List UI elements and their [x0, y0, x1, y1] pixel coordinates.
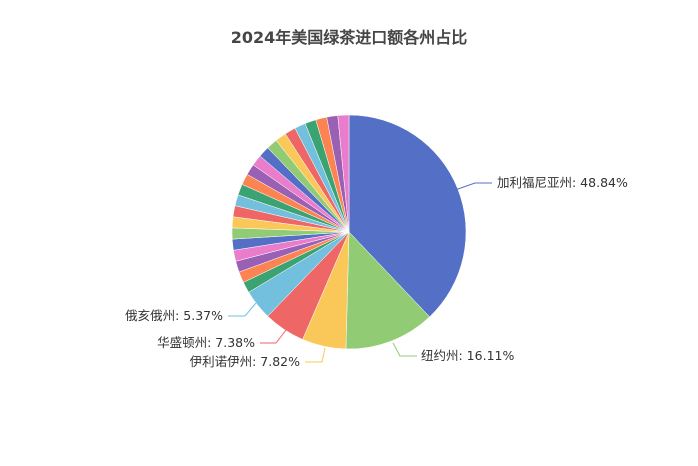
label-line-4 — [228, 302, 257, 317]
pie-slice-minor[interactable] — [337, 114, 350, 233]
slice-label-4: 俄亥俄州: 5.37% — [125, 308, 223, 323]
label-line-0 — [454, 182, 492, 191]
slice-label-2: 伊利诺伊州: 7.82% — [190, 354, 301, 369]
slice-label-1: 纽约州: 16.11% — [421, 348, 514, 363]
label-line-3 — [260, 329, 287, 344]
chart-title: 2024年美国绿茶进口额各州占比 — [230, 28, 468, 47]
label-line-2 — [305, 347, 326, 363]
label-line-1 — [392, 342, 417, 357]
slice-label-0: 加利福尼亚州: 48.84% — [497, 175, 628, 190]
slice-label-3: 华盛顿州: 7.38% — [157, 335, 255, 350]
pie-slice-1[interactable] — [345, 231, 430, 350]
